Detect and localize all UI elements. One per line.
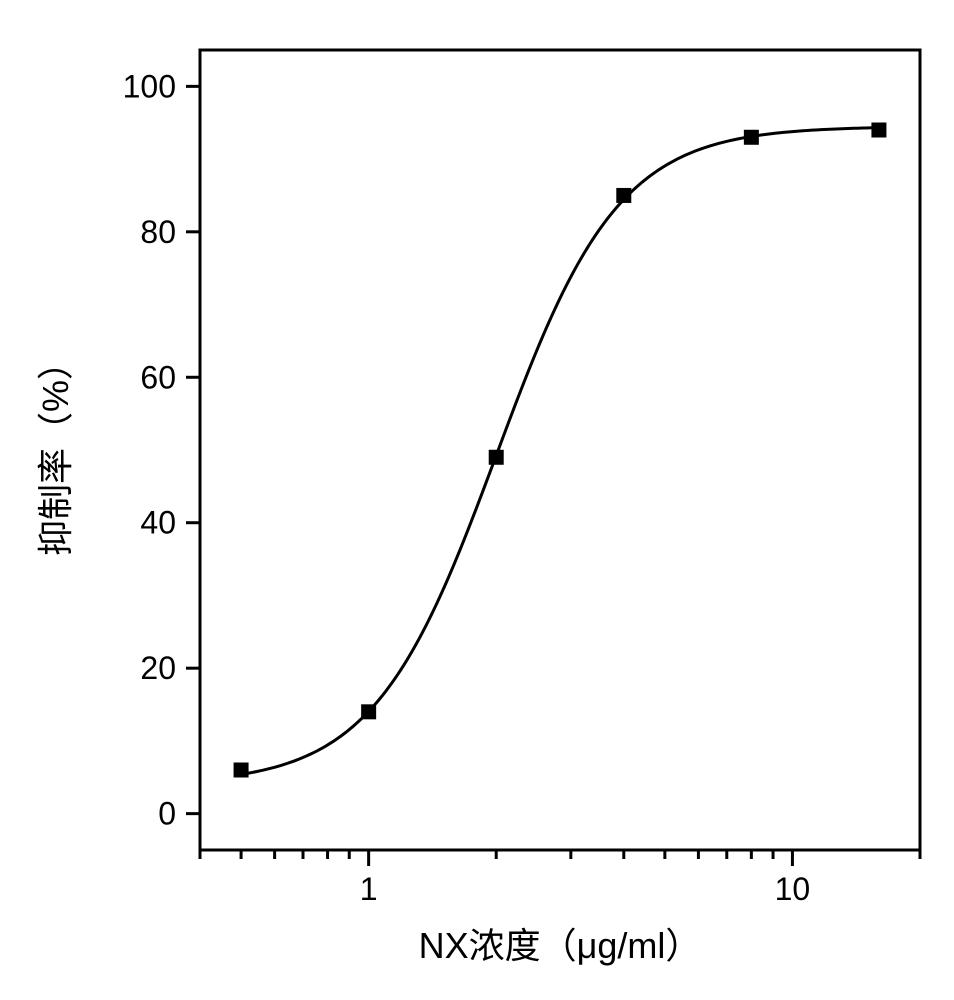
data-marker — [617, 188, 631, 202]
y-tick-label: 60 — [140, 359, 176, 395]
curve-line — [239, 128, 881, 775]
y-tick-label: 100 — [123, 68, 176, 104]
y-axis-label: 抑制率（%） — [35, 344, 76, 556]
y-tick-label: 0 — [158, 796, 176, 832]
data-marker — [872, 123, 886, 137]
y-tick-label: 80 — [140, 214, 176, 250]
x-tick-label: 1 — [360, 871, 378, 907]
data-marker — [489, 450, 503, 464]
x-tick-label: 10 — [775, 871, 811, 907]
x-axis-label: NX浓度（μg/ml） — [419, 925, 702, 966]
data-marker — [362, 705, 376, 719]
data-marker — [744, 130, 758, 144]
y-tick-label: 20 — [140, 650, 176, 686]
inhibition-chart: 0 20 40 60 80 100 1 10 NX浓度（μg/ml） 抑制率（%） — [0, 0, 954, 1000]
y-tick-label: 40 — [140, 505, 176, 541]
data-marker — [234, 763, 248, 777]
chart-svg: 0 20 40 60 80 100 1 10 NX浓度（μg/ml） 抑制率（%） — [0, 0, 954, 1000]
